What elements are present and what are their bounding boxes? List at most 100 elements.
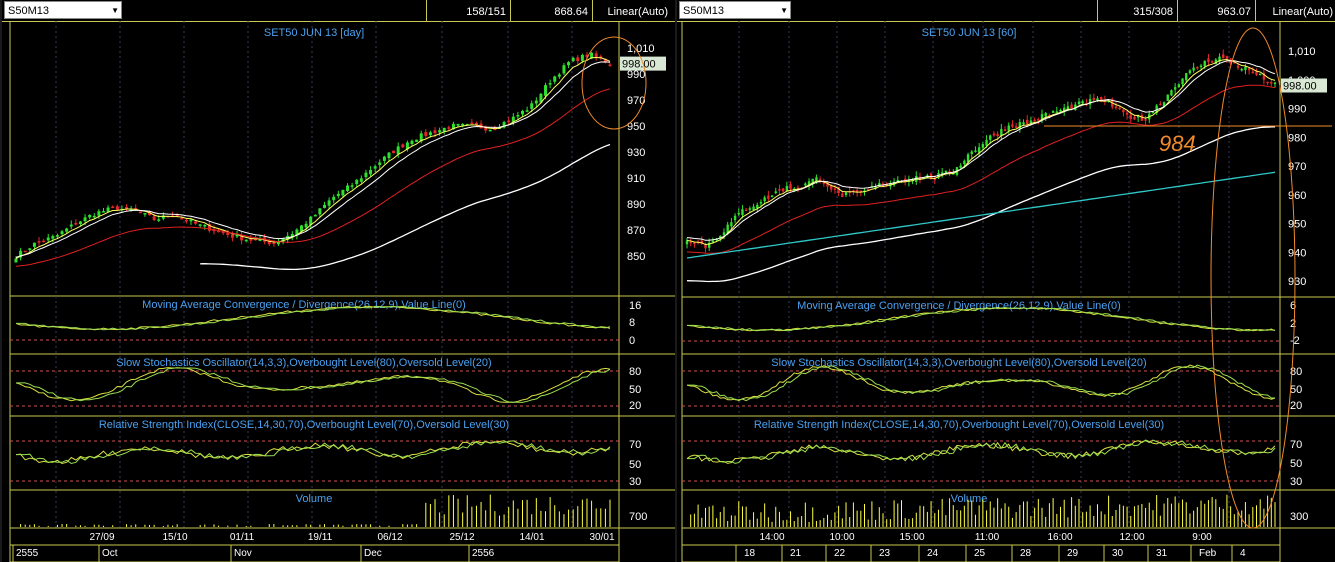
candle-up — [78, 221, 82, 224]
candle-up — [1170, 90, 1173, 96]
signal-line — [687, 306, 1276, 332]
candle-up — [970, 151, 973, 155]
right-scale-mode[interactable]: Linear(Auto) — [1255, 0, 1335, 21]
candle-up — [364, 172, 368, 178]
day-label: 23 — [879, 548, 891, 559]
candle-up — [369, 169, 373, 175]
candle-up — [143, 213, 147, 215]
candle-up — [290, 233, 294, 237]
time-label: 11:00 — [975, 532, 1000, 543]
candle-up — [1214, 59, 1218, 64]
date-label: 25/12 — [449, 532, 474, 543]
candle-up — [235, 235, 239, 237]
day-label: 22 — [834, 548, 846, 559]
signal-line — [16, 367, 611, 403]
price-tick-label: 950 — [627, 121, 645, 133]
candle-down — [138, 211, 142, 214]
candle-down — [194, 221, 198, 224]
candle-down — [778, 189, 781, 191]
day-label: Feb — [1199, 548, 1217, 559]
candle-up — [571, 57, 575, 61]
candle-up — [1000, 128, 1003, 136]
month-label: 2555 — [16, 548, 39, 559]
candle-up — [1188, 70, 1192, 74]
candle-up — [989, 135, 992, 140]
pane-title: Moving Average Convergence / Divergence(… — [142, 299, 466, 311]
candle-up — [461, 123, 465, 126]
candle-down — [992, 133, 996, 136]
right-symbol-select[interactable]: S50M13 ▼ — [679, 1, 791, 19]
candle-up — [1088, 99, 1092, 105]
candle-up — [534, 100, 538, 104]
candle-up — [553, 76, 557, 82]
candle-up — [544, 85, 548, 96]
right-bar-count: 315/308 — [1097, 0, 1177, 21]
candle-down — [789, 184, 792, 189]
candle-down — [1210, 61, 1214, 63]
time-label: 15:00 — [899, 532, 924, 543]
current-price-bg — [1281, 78, 1327, 93]
ma-red-line — [686, 84, 1276, 254]
candle-down — [111, 206, 115, 209]
candle-up — [258, 239, 262, 241]
candle-down — [1033, 119, 1036, 122]
ma-longest-line — [686, 171, 1276, 259]
candle-up — [985, 139, 988, 146]
indicator-line — [15, 305, 611, 331]
candle-up — [1192, 67, 1195, 71]
candle-up — [557, 74, 561, 77]
candle-up — [1273, 82, 1277, 85]
candle-up — [327, 200, 331, 206]
date-label: 15/10 — [162, 532, 187, 543]
candle-down — [1099, 97, 1103, 102]
candle-up — [966, 154, 970, 162]
candle-down — [1011, 124, 1014, 127]
left-scale-mode[interactable]: Linear(Auto) — [592, 0, 672, 21]
candle-down — [1133, 116, 1136, 120]
candle-down — [424, 132, 428, 136]
candle-up — [106, 207, 110, 212]
candle-down — [184, 219, 188, 222]
candle-up — [759, 202, 763, 204]
candle-down — [74, 223, 78, 225]
pane-tick-label: 20 — [629, 400, 641, 412]
price-tick-label: 890 — [627, 199, 645, 211]
candle-up — [1040, 114, 1044, 120]
signal-line — [16, 440, 611, 465]
candle-up — [525, 110, 529, 112]
candle-up — [726, 224, 729, 234]
pane-tick-label: 0 — [629, 335, 635, 347]
candle-down — [226, 232, 230, 235]
candle-down — [217, 230, 221, 233]
pane-title: Relative Strength Index(CLOSE,14,30,70),… — [754, 419, 1164, 431]
price-tick-label: 930 — [1288, 276, 1306, 288]
candle-down — [1222, 54, 1225, 59]
candle-down — [1159, 103, 1162, 106]
candle-up — [685, 240, 689, 245]
candle-up — [748, 208, 752, 210]
candle-up — [752, 206, 755, 211]
left-symbol-select[interactable]: S50M13 ▼ — [4, 1, 122, 19]
candle-up — [350, 185, 354, 187]
candle-up — [770, 195, 774, 198]
day-label: 25 — [974, 548, 986, 559]
candle-up — [580, 54, 584, 61]
candle-down — [933, 178, 936, 181]
current-price-box: 998.00 — [1281, 78, 1327, 93]
current-price-label: 998.00 — [1283, 81, 1317, 93]
price-tick-label: 960 — [1288, 190, 1306, 202]
candle-up — [1136, 115, 1140, 118]
candle-down — [700, 240, 703, 245]
candle-up — [763, 197, 766, 202]
candle-down — [1122, 109, 1125, 113]
candle-up — [88, 214, 92, 218]
candle-up — [963, 160, 966, 165]
left-chart-panel: S50M13 ▼ 158/151 868.64 Linear(Auto) SET… — [0, 0, 675, 562]
candle-up — [295, 229, 299, 236]
date-label: 19/11 — [308, 532, 333, 543]
candle-down — [781, 188, 785, 192]
right-cursor-price: 963.07 — [1177, 0, 1255, 21]
right-chart-canvas[interactable]: SET50 JUN 13 [60]1,0101,0009909809709609… — [677, 21, 1335, 562]
left-chart-canvas[interactable]: SET50 JUN 13 [day]1,01099097095093091089… — [2, 21, 675, 562]
candle-down — [1233, 61, 1236, 64]
